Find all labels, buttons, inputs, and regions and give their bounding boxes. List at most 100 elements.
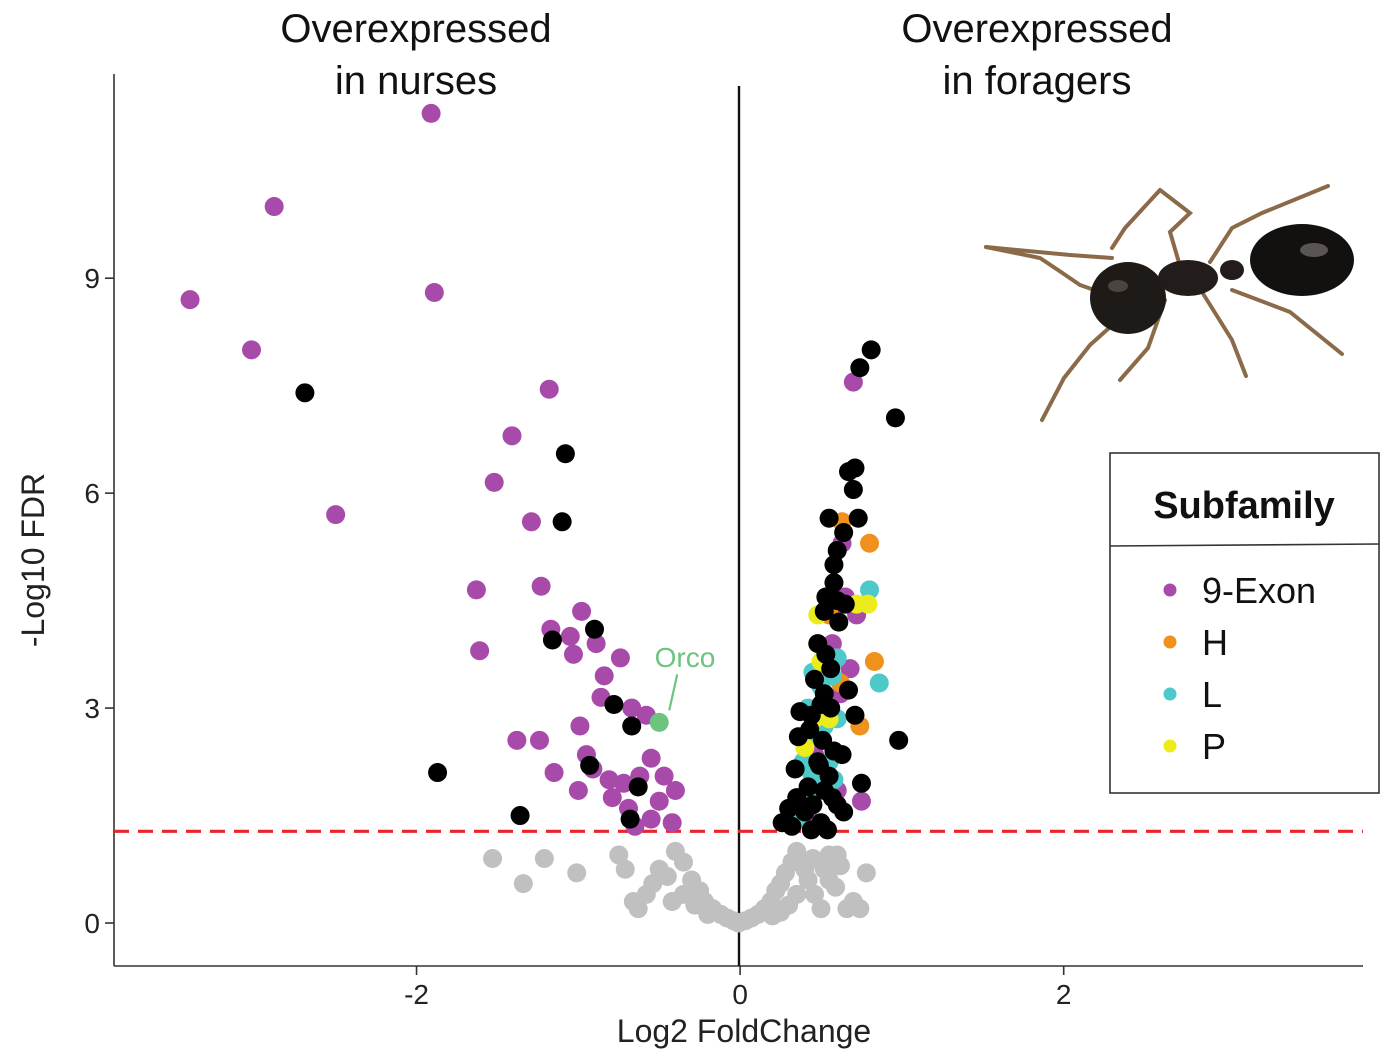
point-other <box>542 630 562 650</box>
point-exon9 <box>568 780 588 800</box>
point-exon9 <box>662 813 682 833</box>
point-other <box>580 755 600 775</box>
point-other <box>834 802 854 822</box>
point-exon9 <box>641 809 661 829</box>
point-other <box>622 716 642 736</box>
point-ns <box>657 866 677 886</box>
point-exon9 <box>544 763 564 783</box>
header-nurses-line2: in nurses <box>335 59 497 103</box>
point-H <box>860 533 880 553</box>
point-other <box>861 340 881 360</box>
point-other <box>827 540 847 560</box>
point-other <box>845 705 865 725</box>
point-other <box>814 601 834 621</box>
point-other <box>808 752 828 772</box>
point-other <box>628 777 648 797</box>
point-other <box>295 383 315 403</box>
point-H <box>864 652 884 672</box>
point-ns <box>762 906 782 926</box>
point-exon9 <box>649 791 669 811</box>
x-tick-label: 0 <box>732 979 748 1010</box>
point-exon9 <box>602 788 622 808</box>
x-tick-label: -2 <box>404 979 429 1010</box>
x-axis-title: Log2 FoldChange <box>617 1013 871 1049</box>
point-L <box>869 673 889 693</box>
point-exon9 <box>502 426 522 446</box>
legend-label: P <box>1202 726 1226 767</box>
point-other <box>801 820 821 840</box>
legend-label: H <box>1202 622 1228 663</box>
legend-title: Subfamily <box>1153 485 1335 527</box>
point-other <box>851 773 871 793</box>
point-other <box>848 508 868 528</box>
point-exon9 <box>484 472 504 492</box>
orco-label: Orco <box>655 642 716 673</box>
point-other <box>829 612 849 632</box>
y-axis-title: -Log10 FDR <box>15 473 51 647</box>
point-exon9 <box>570 716 590 736</box>
point-other <box>604 694 624 714</box>
point-exon9 <box>594 666 614 686</box>
point-other <box>843 480 863 500</box>
data-points <box>180 103 909 933</box>
header-foragers-line2: in foragers <box>943 59 1132 103</box>
point-other <box>510 806 530 826</box>
point-other <box>832 745 852 765</box>
point-other <box>817 820 837 840</box>
point-other <box>782 816 802 836</box>
point-other <box>885 408 905 428</box>
point-ns <box>628 899 648 919</box>
point-other <box>552 512 572 532</box>
point-exon9 <box>470 641 490 661</box>
legend-swatch <box>1163 739 1177 753</box>
point-other <box>819 766 839 786</box>
point-ns <box>673 852 693 872</box>
point-exon9 <box>586 634 606 654</box>
point-exon9 <box>466 580 486 600</box>
point-exon9 <box>614 773 634 793</box>
point-other <box>428 763 448 783</box>
point-ns <box>636 884 656 904</box>
point-ns <box>811 899 831 919</box>
legend-entries: 9-Exon HLP <box>1163 570 1316 767</box>
point-exon9 <box>560 626 580 646</box>
point-exon9 <box>599 770 619 790</box>
point-ns <box>827 845 847 865</box>
y-tick-label: 3 <box>84 693 100 724</box>
point-other <box>788 727 808 747</box>
orco-leader-line <box>668 674 679 711</box>
point-ns <box>814 859 834 879</box>
point-other <box>845 458 865 478</box>
legend-divider <box>1109 543 1380 547</box>
point-other <box>839 680 859 700</box>
point-orco <box>649 712 669 732</box>
point-ns <box>795 859 815 879</box>
header-nurses-line1: Overexpressed <box>280 7 551 51</box>
point-exon9 <box>641 748 661 768</box>
point-P <box>858 594 878 614</box>
point-ns <box>826 877 846 897</box>
point-other <box>834 523 854 543</box>
point-other <box>805 669 825 689</box>
point-other <box>555 444 575 464</box>
legend-swatch <box>1163 583 1177 597</box>
point-exon9 <box>242 340 262 360</box>
point-other <box>821 659 841 679</box>
point-exon9 <box>180 290 200 310</box>
legend-swatch <box>1163 687 1177 701</box>
point-ns <box>483 849 503 869</box>
legend-label: L <box>1202 674 1222 715</box>
legend-label: 9-Exon <box>1202 570 1316 611</box>
point-other <box>785 759 805 779</box>
y-tick-label: 6 <box>84 478 100 509</box>
y-tick-label: 0 <box>84 908 100 939</box>
point-exon9 <box>326 505 346 525</box>
point-other <box>620 809 640 829</box>
point-ns <box>662 892 682 912</box>
point-exon9 <box>424 283 444 303</box>
point-exon9 <box>840 659 860 679</box>
point-other <box>850 358 870 378</box>
legend: Subfamily 9-Exon HLP <box>1109 452 1380 794</box>
x-axis-ticks: -2 0 2 <box>404 966 1071 1010</box>
